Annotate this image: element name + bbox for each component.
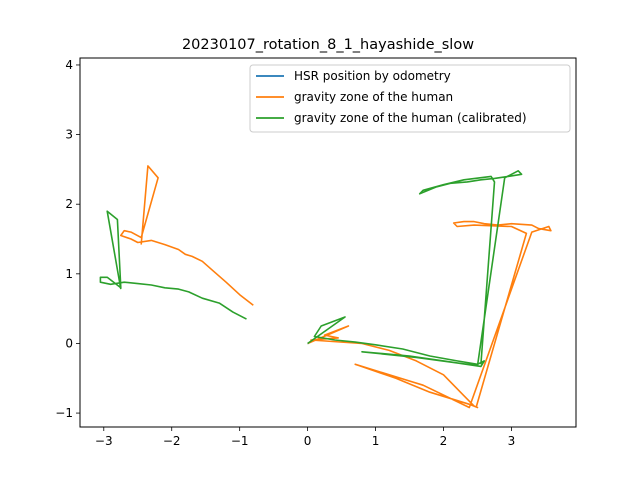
legend-box [249,64,571,133]
y-tick-label: −1 [55,406,73,420]
y-tick-label: 4 [65,58,73,72]
x-axis: −3 −2 −1 0 1 2 3 [95,427,515,448]
chart-title: 20230107_rotation_8_1_hayashide_slow [182,37,474,53]
x-tick-label: −2 [163,434,181,448]
x-tick-label: 0 [304,434,312,448]
y-tick-label: 0 [65,336,73,350]
series-layer [99,165,552,409]
x-tick-label: 1 [372,434,380,448]
x-tick-label: −1 [231,434,249,448]
y-axis: −1 0 1 2 3 4 [55,58,80,420]
series-line-3 [307,170,523,368]
x-tick-label: 2 [440,434,448,448]
legend-label-3: gravity zone of the human (calibrated) [294,111,527,125]
plot-frame [79,57,577,428]
series-line-2 [307,220,552,409]
legend: HSR position by odometry gravity zone of … [249,64,571,133]
x-tick-label: 3 [508,434,516,448]
series-line-3 [99,210,247,320]
legend-label-2: gravity zone of the human [294,90,453,104]
legend-label-1: HSR position by odometry [294,69,451,83]
y-tick-label: 3 [65,128,73,142]
x-tick-label: −3 [95,434,113,448]
y-tick-label: 1 [65,267,73,281]
series-line-2 [120,165,254,306]
y-tick-label: 2 [65,197,73,211]
